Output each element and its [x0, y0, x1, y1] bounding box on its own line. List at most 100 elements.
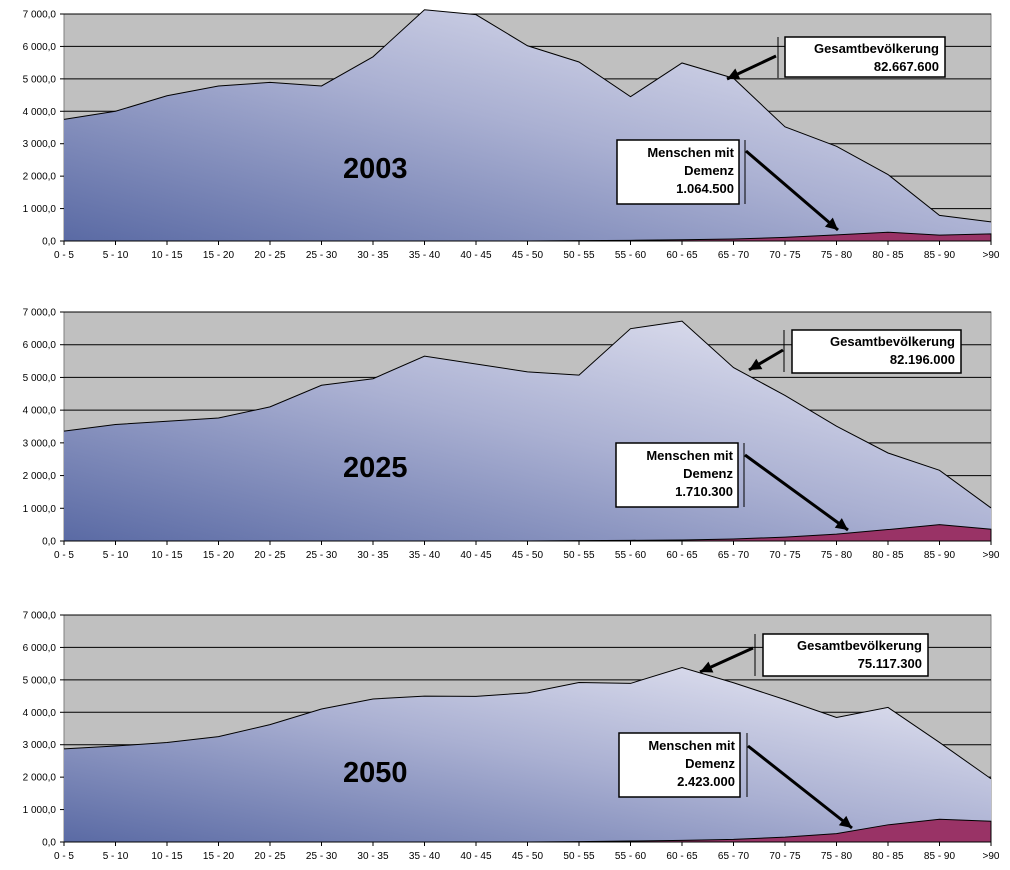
- x-tick-label: 70 - 75: [769, 851, 801, 862]
- x-tick-label: >90: [983, 250, 1000, 261]
- y-tick-label: 4 000,0: [23, 708, 57, 719]
- series-total-population-area: [64, 321, 991, 541]
- x-tick-label: 85 - 90: [924, 550, 956, 561]
- y-tick-label: 4 000,0: [23, 406, 57, 417]
- x-tick-label: 80 - 85: [872, 250, 904, 261]
- y-tick-label: 0,0: [42, 537, 56, 548]
- x-tick-label: 45 - 50: [512, 250, 544, 261]
- x-tick-label: 55 - 60: [615, 250, 647, 261]
- y-tick-label: 7 000,0: [23, 308, 57, 319]
- x-tick-label: 55 - 60: [615, 550, 647, 561]
- x-tick-label: 45 - 50: [512, 550, 544, 561]
- x-tick-label: 20 - 25: [254, 250, 286, 261]
- y-tick-label: 5 000,0: [23, 675, 57, 686]
- callout-dementia-name: Demenz: [685, 756, 735, 771]
- x-tick-label: >90: [983, 550, 1000, 561]
- arrow-dementia: [745, 149, 839, 232]
- x-tick-label: 35 - 40: [409, 250, 441, 261]
- arrow-dementia: [747, 744, 853, 830]
- x-tick-label: 25 - 30: [306, 250, 338, 261]
- x-tick-label: 55 - 60: [615, 851, 647, 862]
- x-tick-label: 40 - 45: [460, 550, 492, 561]
- y-tick-label: 6 000,0: [23, 42, 57, 53]
- callout-dementia: [618, 732, 741, 798]
- x-tick-label: 30 - 35: [357, 250, 389, 261]
- x-tick-label: 60 - 65: [666, 851, 698, 862]
- x-tick-label: 80 - 85: [872, 851, 904, 862]
- callout-dementia-name: Demenz: [684, 163, 734, 178]
- x-tick-label: 15 - 20: [203, 550, 235, 561]
- x-tick-label: 65 - 70: [718, 250, 750, 261]
- x-tick-label: 85 - 90: [924, 250, 956, 261]
- x-tick-label: 40 - 45: [460, 851, 492, 862]
- x-tick-label: 70 - 75: [769, 250, 801, 261]
- x-tick-label: 15 - 20: [203, 250, 235, 261]
- year-label: 2025: [343, 452, 408, 484]
- y-tick-label: 2 000,0: [23, 773, 57, 784]
- x-tick-label: 5 - 10: [103, 851, 129, 862]
- x-tick-label: 50 - 55: [563, 550, 595, 561]
- x-tick-label: 10 - 15: [151, 250, 183, 261]
- y-tick-label: 3 000,0: [23, 139, 57, 150]
- x-tick-label: 50 - 55: [563, 250, 595, 261]
- callout-total-population: [791, 329, 962, 374]
- callout-dementia: [616, 139, 740, 205]
- x-tick-label: 0 - 5: [54, 550, 74, 561]
- y-tick-label: 3 000,0: [23, 438, 57, 449]
- y-tick-label: 3 000,0: [23, 740, 57, 751]
- x-tick-label: 50 - 55: [563, 851, 595, 862]
- x-tick-label: 0 - 5: [54, 851, 74, 862]
- x-tick-label: 30 - 35: [357, 851, 389, 862]
- x-tick-label: 60 - 65: [666, 250, 698, 261]
- y-tick-label: 1 000,0: [23, 504, 57, 515]
- callout-dementia-total: 1.710.300: [675, 484, 733, 499]
- y-tick-label: 1 000,0: [23, 805, 57, 816]
- x-tick-label: >90: [983, 851, 1000, 862]
- series-total-population-area: [64, 9, 991, 241]
- x-tick-label: 75 - 80: [821, 851, 853, 862]
- y-tick-label: 2 000,0: [23, 172, 57, 183]
- chart-2003: 0,0 1 000,0 2 000,0 3 000,0 4 000,0 5 000,0 6 …: [23, 9, 1000, 261]
- x-tick-label: 80 - 85: [872, 550, 904, 561]
- x-tick-label: 10 - 15: [151, 851, 183, 862]
- y-tick-label: 7 000,0: [23, 10, 57, 21]
- callout-dementia: [615, 442, 739, 508]
- callout-population-name: Gesamtbevölkerung: [830, 334, 955, 349]
- x-tick-label: 65 - 70: [718, 851, 750, 862]
- callout-dementia-name: Demenz: [683, 466, 733, 481]
- y-tick-label: 5 000,0: [23, 373, 57, 384]
- callout-dementia-name: Menschen mit: [648, 738, 735, 753]
- y-tick-label: 2 000,0: [23, 471, 57, 482]
- chart-2025: 0,0 1 000,0 2 000,0 3 000,0 4 000,0 5 000,0 6 …: [23, 308, 1000, 562]
- series-total-population-line: [63, 667, 992, 780]
- callout-population-total: 82.667.600: [874, 59, 939, 74]
- arrow-total-population: [748, 348, 784, 372]
- year-label: 2003: [343, 153, 408, 185]
- series-total-population-line: [63, 320, 992, 509]
- callout-dementia-total: 2.423.000: [677, 774, 735, 789]
- arrow-total-population: [726, 54, 777, 81]
- x-tick-label: 0 - 5: [54, 250, 74, 261]
- y-tick-label: 1 000,0: [23, 204, 57, 215]
- callout-population-name: Gesamtbevölkerung: [814, 41, 939, 56]
- series-total-population-line: [63, 9, 992, 223]
- x-tick-label: 75 - 80: [821, 250, 853, 261]
- y-tick-label: 0,0: [42, 838, 56, 849]
- series-total-population-area: [64, 667, 991, 842]
- x-tick-label: 60 - 65: [666, 550, 698, 561]
- x-tick-label: 25 - 30: [306, 550, 338, 561]
- x-tick-label: 45 - 50: [512, 851, 544, 862]
- callout-total-population: [762, 633, 929, 677]
- callout-population-total: 75.117.300: [858, 656, 922, 671]
- y-tick-label: 0,0: [42, 237, 56, 248]
- x-tick-label: 15 - 20: [203, 851, 235, 862]
- callout-population-total: 82.196.000: [890, 352, 955, 367]
- x-tick-label: 5 - 10: [103, 250, 129, 261]
- x-tick-label: 20 - 25: [254, 550, 286, 561]
- year-label: 2050: [343, 757, 408, 789]
- y-tick-label: 5 000,0: [23, 74, 57, 85]
- chart-2050: 0,0 1 000,0 2 000,0 3 000,0 4 000,0 5 000,0 6 …: [23, 611, 1000, 863]
- x-tick-label: 20 - 25: [254, 851, 286, 862]
- y-tick-label: 7 000,0: [23, 611, 57, 622]
